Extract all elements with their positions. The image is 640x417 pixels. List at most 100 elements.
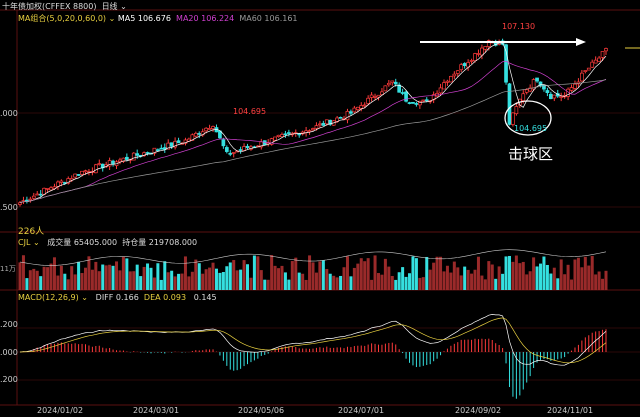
volume-bar — [77, 261, 81, 290]
candle — [600, 51, 605, 58]
ma-selector[interactable]: MA组合(5,0,20,0,60,0) — [18, 14, 107, 23]
candle — [531, 79, 536, 90]
candle — [314, 125, 319, 129]
volume-bar — [108, 264, 112, 290]
volume-bar — [473, 269, 477, 290]
volume-bar — [490, 264, 494, 290]
candle — [583, 70, 588, 72]
volume-bar — [318, 261, 322, 290]
ma20-line — [19, 60, 607, 204]
volume-bar — [142, 266, 146, 290]
volume-bar — [35, 270, 39, 290]
volume-bar — [301, 273, 305, 290]
volume-bar — [532, 257, 536, 290]
volume-bar — [280, 265, 284, 290]
volume-bar — [449, 272, 453, 290]
candle — [386, 82, 391, 86]
candle — [307, 130, 312, 132]
volume-bar — [290, 261, 294, 290]
candle — [376, 94, 381, 98]
candle — [311, 128, 315, 131]
volume-bar — [56, 275, 60, 290]
candle — [452, 73, 457, 77]
volume-bar — [445, 265, 449, 290]
candle — [390, 80, 395, 84]
volume-bar — [370, 279, 374, 290]
candle — [580, 72, 584, 82]
volume-bar — [549, 273, 553, 290]
candle — [459, 64, 464, 71]
candle — [473, 53, 477, 62]
candle — [145, 152, 150, 154]
candle — [204, 127, 208, 132]
volume-bar — [563, 274, 567, 290]
volume-bar — [183, 256, 187, 290]
volume-bar — [252, 255, 256, 290]
period-selector[interactable]: 日线 — [101, 2, 118, 11]
candle — [273, 136, 277, 141]
candle — [397, 84, 402, 93]
volume-bar — [177, 273, 181, 290]
volume-bar — [204, 269, 208, 290]
volume-bar — [542, 256, 546, 290]
volume-bar — [559, 259, 563, 290]
volume-bar — [528, 271, 532, 290]
candle — [45, 187, 50, 190]
volume-bar — [239, 269, 243, 290]
candle — [121, 157, 126, 162]
volume-bar — [401, 267, 405, 290]
volume-bar — [180, 273, 184, 290]
candle — [318, 123, 322, 126]
start-label: 226人 — [18, 227, 45, 237]
volume-bar — [501, 273, 505, 290]
candle — [107, 160, 112, 167]
volume-bar — [308, 255, 312, 290]
macd-tick: .000 — [0, 348, 18, 357]
instrument-title: 十年债加权(CFFEX 8800) 日线 ⌄ — [2, 2, 127, 11]
volume-selector[interactable]: CJL — [18, 238, 31, 247]
volume-bar — [132, 271, 136, 290]
volume-bar — [197, 263, 201, 290]
candle — [366, 97, 371, 104]
candle — [362, 104, 367, 107]
candle — [269, 138, 274, 145]
date-tick: 2024/11/01 — [547, 406, 594, 415]
volume-bar — [604, 270, 608, 290]
volume-bar — [425, 256, 429, 290]
volume-bar — [194, 259, 198, 290]
candle — [349, 111, 353, 114]
volume-bar — [173, 276, 177, 290]
volume-bar — [552, 267, 556, 290]
volume-bar — [439, 256, 443, 290]
volume-bar — [46, 267, 50, 290]
candle — [442, 82, 446, 90]
macd-selector[interactable]: MACD(12,26,9) — [18, 293, 79, 302]
candle — [455, 70, 460, 74]
candle — [480, 47, 484, 56]
highlight-circle — [504, 100, 552, 136]
volume-bar — [28, 270, 32, 290]
ma5-line — [19, 42, 607, 204]
candle — [31, 195, 36, 199]
candle — [173, 140, 177, 148]
volume-bar — [39, 276, 43, 290]
volume-bar — [232, 260, 236, 290]
volume-bar — [32, 268, 36, 290]
candle — [469, 60, 474, 62]
dea-line — [19, 317, 607, 364]
candle — [169, 142, 174, 147]
macd-value: 0.145 — [193, 293, 217, 302]
diff-value: DIFF 0.166 — [95, 293, 139, 302]
volume-bar — [339, 275, 343, 290]
volume-bar — [101, 264, 105, 290]
volume-bar — [214, 268, 218, 290]
volume-bar — [49, 263, 53, 290]
volume-bar — [249, 277, 253, 290]
volume-bar — [359, 258, 363, 290]
volume-bar — [304, 279, 308, 290]
candle — [542, 85, 546, 90]
volume-bar — [208, 267, 212, 290]
volume-bar — [566, 264, 570, 290]
volume-bar — [104, 265, 108, 290]
